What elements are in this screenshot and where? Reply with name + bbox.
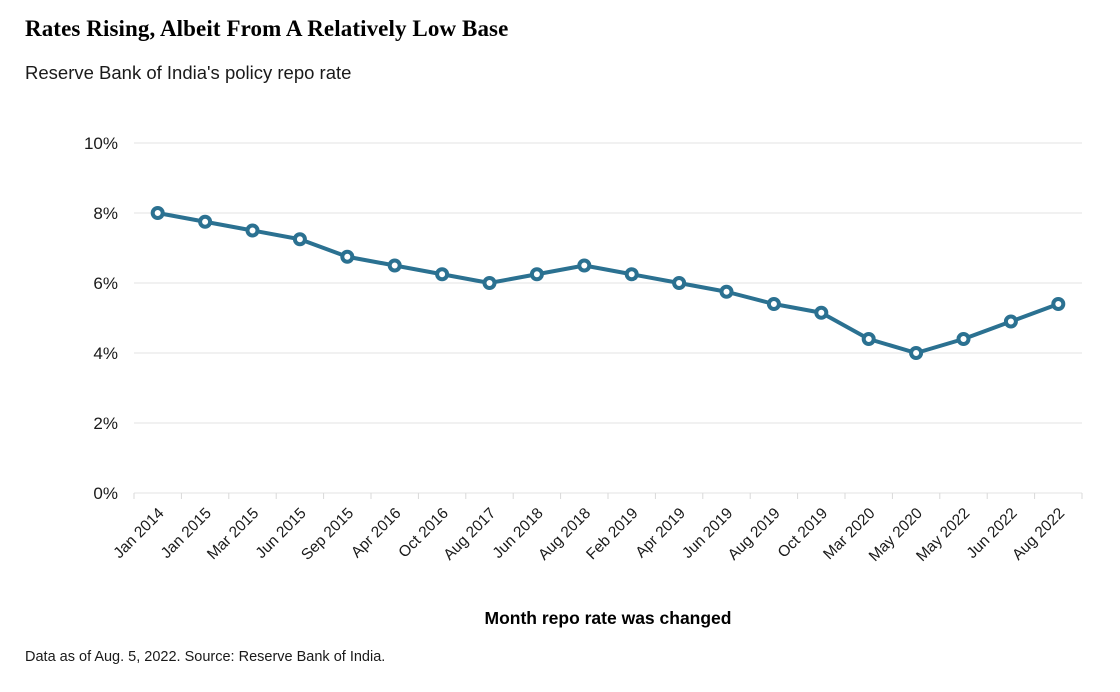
x-axis-tick-label: Jan 2014	[110, 505, 167, 562]
x-axis-tick-label: Mar 2015	[204, 505, 262, 563]
data-point-marker	[956, 332, 971, 346]
x-axis-tick-label: Aug 2017	[440, 505, 499, 564]
y-axis-tick-label: 2%	[93, 414, 118, 433]
y-axis-tick-label: 4%	[93, 344, 118, 363]
data-point-marker	[387, 258, 402, 273]
data-point-marker	[150, 206, 165, 220]
x-axis-tick-label: Feb 2019	[583, 505, 641, 563]
data-point-marker	[340, 249, 355, 264]
data-point-marker	[672, 276, 687, 290]
data-point-marker	[292, 232, 307, 247]
x-axis-tick-label: Sep 2015	[298, 505, 357, 564]
x-axis-tick-label: Apr 2019	[632, 505, 689, 562]
data-point-marker	[814, 305, 829, 320]
data-point-marker	[1051, 297, 1066, 311]
x-axis-tick-label: Aug 2019	[725, 505, 784, 564]
x-axis-title: Month repo rate was changed	[484, 608, 732, 628]
chart-subtitle: Reserve Bank of India's policy repo rate	[25, 62, 352, 83]
data-point-marker	[719, 284, 734, 299]
y-axis-tick-label: 10%	[84, 134, 118, 153]
data-point-marker	[909, 346, 924, 360]
chart-title: Rates Rising, Albeit From A Relatively L…	[25, 16, 509, 41]
data-point-marker	[577, 258, 592, 273]
data-point-marker	[529, 267, 544, 282]
data-point-marker	[861, 332, 876, 346]
data-point-marker	[624, 267, 639, 282]
data-point-marker	[766, 297, 781, 311]
x-axis-tick-label: Aug 2018	[535, 505, 594, 564]
data-point-marker	[1003, 314, 1018, 329]
data-point-marker	[198, 214, 213, 229]
data-point-marker	[435, 267, 450, 282]
y-axis-tick-label: 8%	[93, 204, 118, 223]
data-point-marker	[245, 223, 260, 238]
series-line	[155, 211, 1061, 355]
x-axis-tick-label: Aug 2022	[1009, 505, 1068, 564]
y-axis-tick-label: 0%	[93, 484, 118, 503]
x-axis-tick-label: Apr 2016	[348, 505, 405, 562]
y-axis-tick-label: 6%	[93, 274, 118, 293]
chart-footnote: Data as of Aug. 5, 2022. Source: Reserve…	[25, 649, 386, 665]
data-point-marker	[482, 276, 497, 290]
